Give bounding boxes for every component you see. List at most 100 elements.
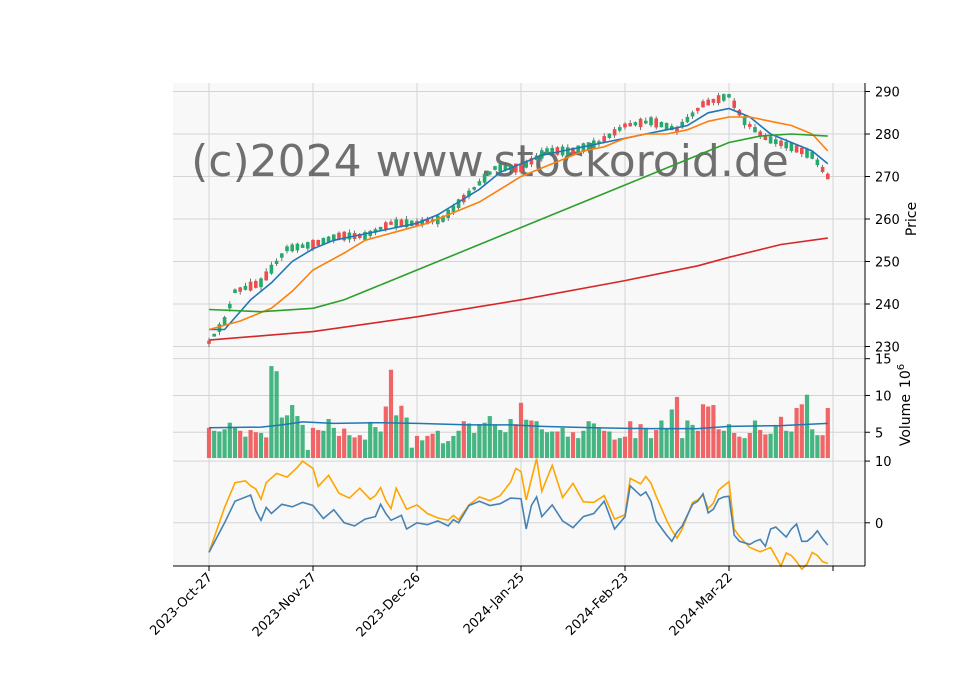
candle-body [259, 278, 263, 288]
volume-bar [388, 369, 394, 458]
volume-bar [508, 419, 513, 458]
volume-bar [420, 440, 425, 458]
volume-bar [633, 438, 638, 458]
candle-body [794, 145, 799, 153]
oscillator-y-tick-label: 10 [875, 455, 892, 470]
volume-bar [232, 427, 238, 458]
price-panel: (c)2024 www.stockoroid.de 230 240 250 260 27… [173, 83, 920, 356]
candle-body [815, 159, 820, 166]
price-y-tick-label: 250 [875, 256, 900, 271]
volume-bar [654, 430, 659, 458]
candle-body [659, 122, 664, 128]
candle-body [680, 121, 684, 128]
volume-y-tick-label: 10 [875, 389, 892, 404]
candle-body [545, 148, 549, 154]
price-y-tick-label: 230 [875, 341, 900, 356]
candle-body [826, 173, 830, 180]
candle-body [784, 141, 788, 149]
volume-bar [300, 424, 305, 458]
volume-bar [352, 437, 357, 458]
volume-bar [316, 430, 321, 458]
candle-body [269, 264, 274, 274]
x-tick-label: 2023-Dec-26 [354, 570, 424, 640]
oscillator-y-tick-label: 0 [875, 517, 883, 532]
x-axis: 2023-Oct-27 2023-Nov-27 2023-Dec-26 2024-Ja… [147, 565, 865, 640]
moving-average-lines [208, 107, 829, 341]
candle-body [493, 166, 497, 170]
volume-label-power: 6 [896, 364, 907, 370]
volume-bar [534, 421, 539, 458]
volume-bar [290, 405, 295, 458]
candle-body [638, 118, 643, 128]
price-y-axis-label: Price [904, 202, 920, 236]
candle-body [306, 242, 310, 249]
candle-body [254, 281, 258, 288]
candle-body [389, 221, 393, 225]
price-y-tick-label: 270 [875, 171, 900, 186]
candle-body [451, 205, 456, 212]
volume-bar [487, 416, 492, 458]
volume-bar [784, 430, 789, 458]
candle-body [404, 219, 409, 228]
candle-body [467, 190, 471, 197]
volume-bar [414, 435, 420, 458]
volume-bar [477, 424, 482, 458]
volume-bar [524, 419, 529, 458]
candle-body [742, 117, 747, 126]
price-y-tick-label: 280 [875, 128, 900, 143]
volume-bar [378, 431, 383, 458]
volume-bar [217, 431, 222, 458]
candle-body [701, 101, 705, 108]
price-y-tick-label: 260 [875, 213, 900, 228]
volume-bar [310, 427, 316, 458]
volume-bar [430, 433, 435, 458]
volume-bar [238, 430, 243, 458]
volume-bar [622, 436, 628, 458]
candle-body [555, 147, 560, 155]
oscillator-line [208, 458, 829, 571]
volume-bar [586, 421, 591, 458]
candle-body [384, 222, 388, 230]
candle-body [399, 219, 404, 227]
candle-body [597, 141, 601, 144]
volume-bar [440, 443, 446, 458]
candle-body [628, 123, 632, 127]
candle-body [217, 324, 222, 332]
candle-body [607, 133, 612, 138]
volume-bar [617, 438, 622, 458]
volume-bar [243, 436, 248, 458]
volume-bar [518, 402, 524, 458]
volume-bar [394, 415, 399, 458]
volume-bar [498, 430, 503, 458]
candle-body [316, 239, 320, 246]
volume-bars [206, 366, 830, 458]
volume-bar [596, 427, 602, 458]
volume-average-path [208, 421, 828, 430]
candle-body [810, 151, 814, 159]
volume-bar [768, 433, 773, 458]
oscillator-line [208, 484, 829, 553]
candle-body [711, 98, 716, 103]
volume-bar [253, 432, 258, 458]
volume-bar [529, 420, 534, 458]
volume-bar [643, 427, 648, 458]
candle-body [519, 163, 523, 173]
price-y-tick-label: 240 [875, 298, 900, 313]
oscillator-panel: 0 10 [173, 455, 892, 571]
volume-bar [305, 449, 310, 458]
volume-bar [466, 423, 472, 458]
volume-bar [373, 427, 378, 458]
candle-body [753, 127, 757, 133]
volume-bar [732, 432, 737, 458]
volume-bar [222, 429, 227, 458]
candle-body [326, 236, 331, 243]
volume-bar [799, 404, 804, 458]
candle-body [248, 281, 253, 291]
candle-body [758, 131, 762, 137]
volume-y-tick-label: 15 [875, 353, 892, 368]
candle-body [690, 112, 695, 117]
volume-bar [607, 431, 612, 458]
candle-body [774, 139, 778, 145]
candle-body [649, 117, 653, 126]
